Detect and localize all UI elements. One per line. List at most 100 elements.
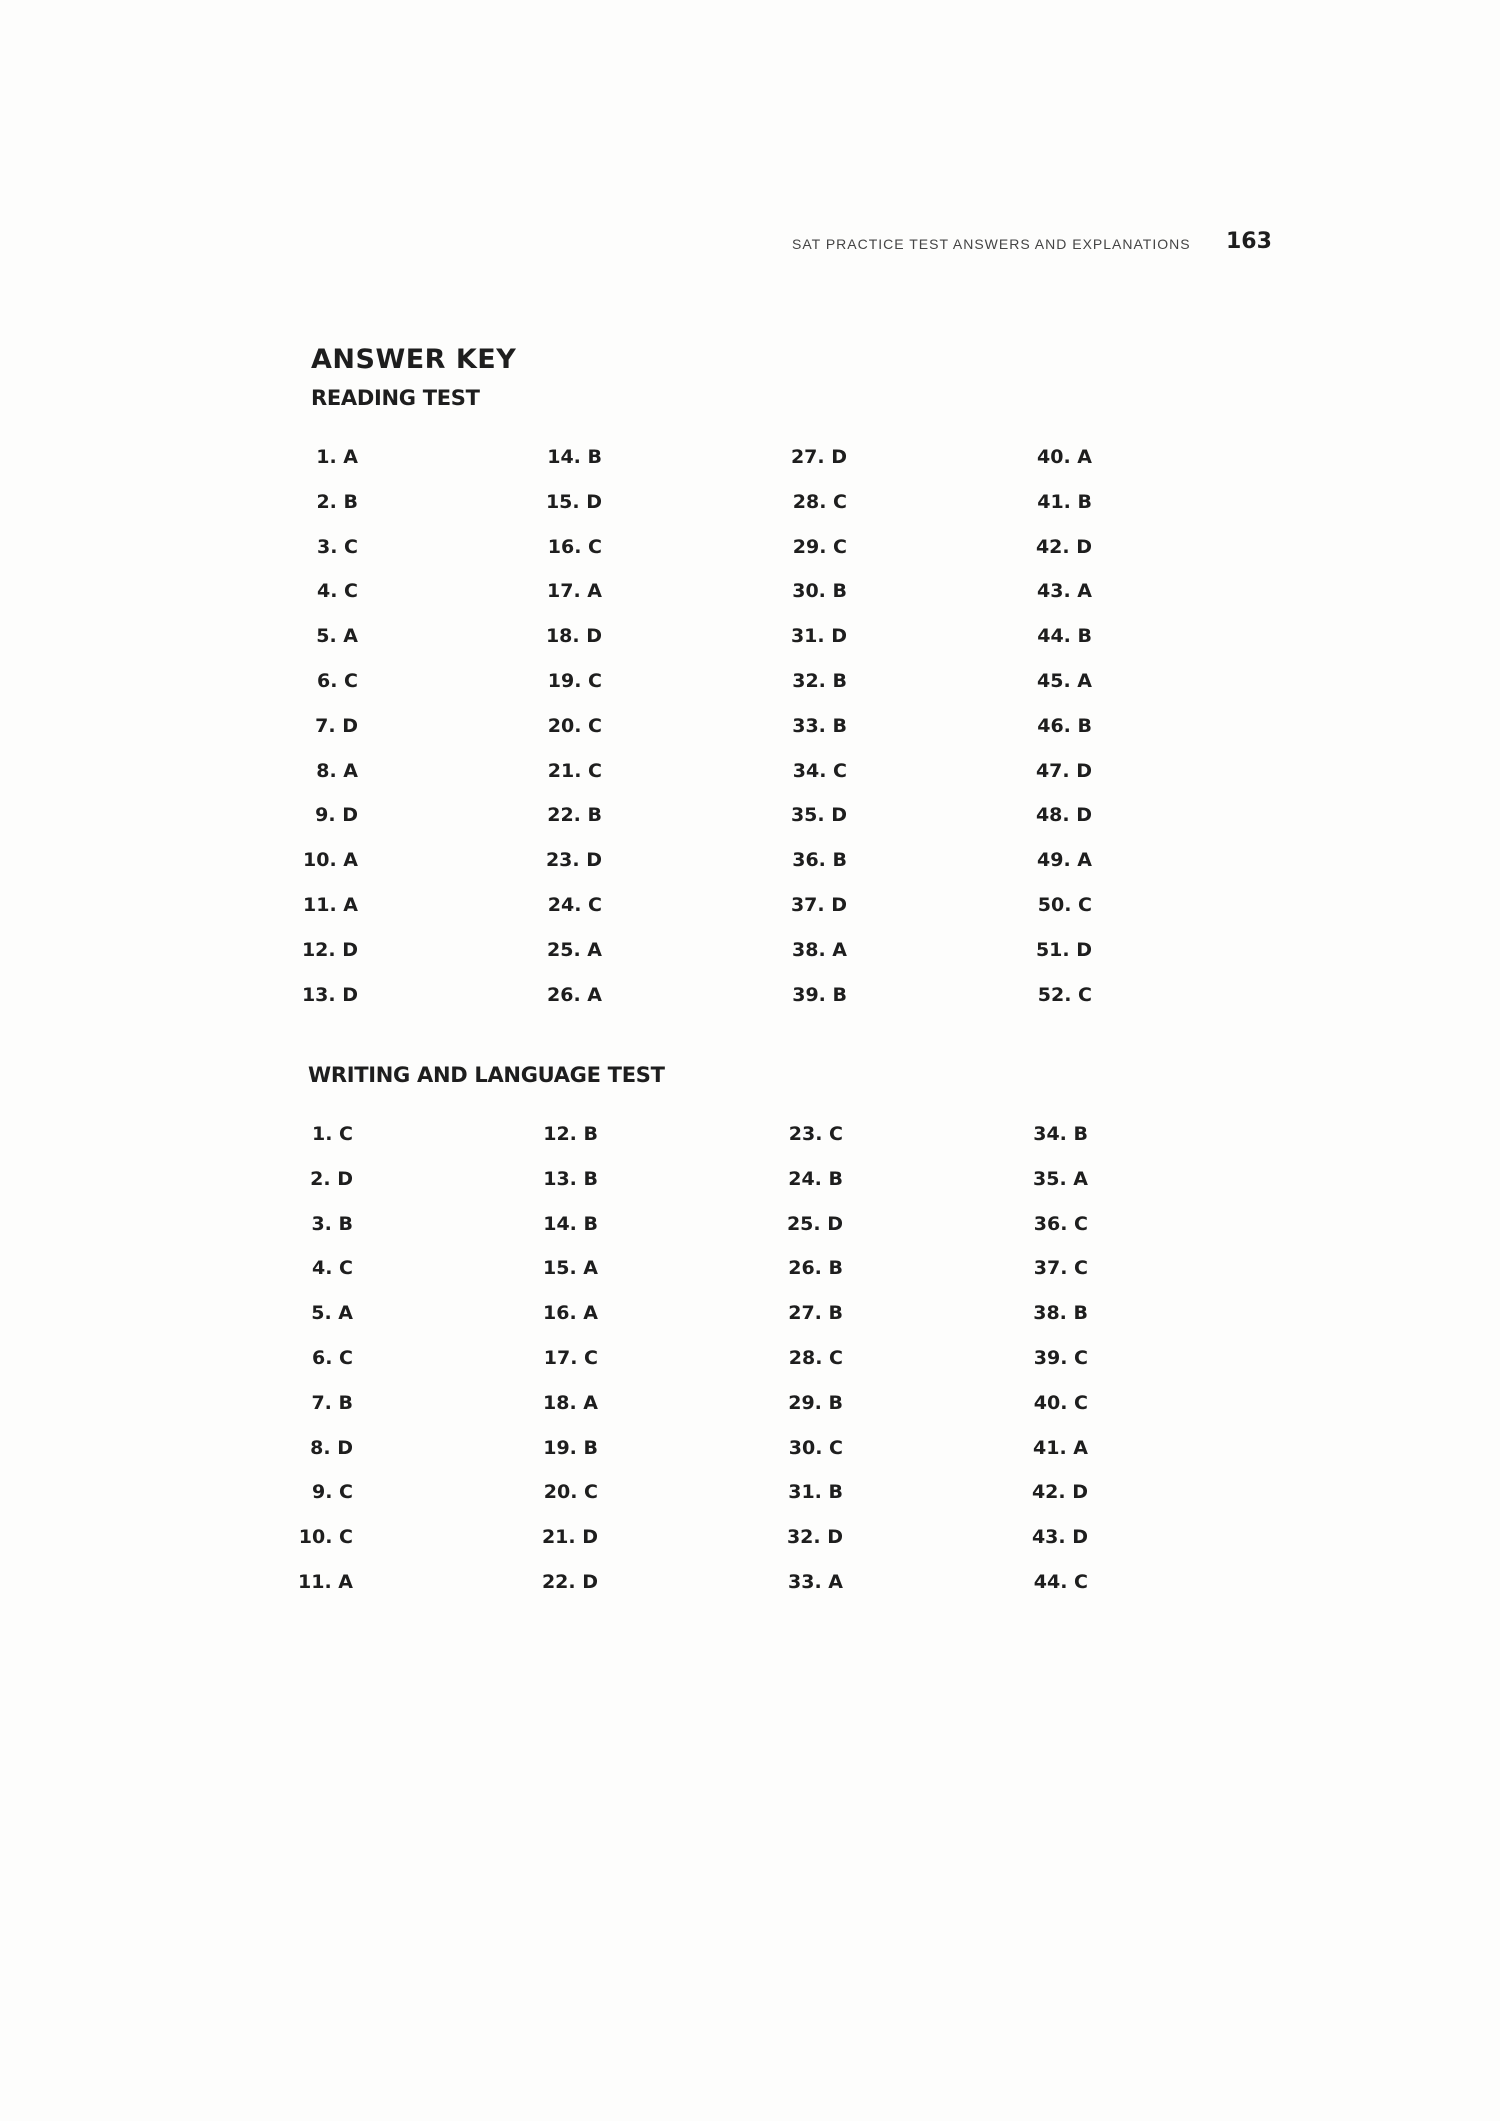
page-number: 163 — [1226, 229, 1272, 254]
answer-item: 34. B — [1033, 1123, 1088, 1145]
reading-column: 14. B 15. D 16. C 17. A 18. D 19. C 20. C 21. C… — [482, 446, 602, 1028]
answer-item: 8. D — [310, 1436, 353, 1459]
writing-column: 1. C 2. D 3. B 4. C 5. A 6. C 7. B 8. D 9. C 10. … — [233, 1123, 353, 1616]
answer-item: 48. D — [1035, 804, 1092, 827]
answer-item: 19. C — [547, 669, 602, 692]
writing-heading: WRITING AND LANGUAGE TEST — [308, 1063, 665, 1087]
answer-item: 32. D — [786, 1526, 843, 1549]
answer-item: 22. D — [541, 1570, 598, 1593]
answer-item: 3. B — [311, 1212, 353, 1235]
answer-item: 35. D — [790, 804, 847, 827]
answer-item: 6. C — [317, 669, 358, 692]
answer-item: 35. A — [1033, 1167, 1088, 1190]
answer-item: 16. C — [547, 535, 602, 558]
answer-item: 5. A — [316, 625, 358, 648]
answer-item: 52. C — [1037, 983, 1092, 1006]
answer-item: 49. A — [1037, 849, 1092, 872]
answer-item: 41. B — [1037, 490, 1092, 513]
writing-column: 12. B 13. B 14. B 15. A 16. A 17. C 18. A 19. B… — [478, 1123, 598, 1616]
answer-item: 28. C — [788, 1346, 843, 1369]
reading-column: 40. A 41. B 42. D 43. A 44. B 45. A 46. B 47. D… — [972, 446, 1092, 1028]
page-title: ANSWER KEY — [311, 344, 517, 375]
answer-item: 6. C — [312, 1346, 353, 1369]
answer-item: 8. A — [316, 759, 358, 782]
answer-item: 31. D — [790, 625, 847, 648]
answer-item: 2. D — [310, 1167, 353, 1190]
answer-item: 23. D — [545, 849, 602, 872]
answer-item: 43. A — [1037, 580, 1092, 603]
reading-column: 1. A 2. B 3. C 4. C 5. A 6. C 7. D 8. A 9. D 10. … — [238, 446, 358, 1028]
answer-item: 42. D — [1031, 1481, 1088, 1504]
answer-item: 25. D — [786, 1212, 843, 1235]
writing-column: 23. C 24. B 25. D 26. B 27. B 28. C 29. B 30. C… — [723, 1123, 843, 1616]
answer-item: 4. C — [317, 580, 358, 603]
answer-item: 2. B — [316, 490, 358, 513]
answer-item: 3. C — [317, 535, 358, 558]
answer-item: 1. C — [312, 1123, 353, 1145]
answer-item: 24. C — [547, 893, 602, 916]
answer-item: 16. A — [543, 1302, 598, 1325]
answer-item: 39. C — [1033, 1346, 1088, 1369]
answer-item: 51. D — [1035, 938, 1092, 961]
answer-item: 4. C — [312, 1257, 353, 1280]
answer-item: 28. C — [792, 490, 847, 513]
answer-item: 39. B — [792, 983, 847, 1006]
answer-item: 36. C — [1033, 1212, 1088, 1235]
answer-item: 14. B — [547, 446, 602, 468]
answer-item: 29. B — [788, 1391, 843, 1414]
answer-item: 9. D — [315, 804, 358, 827]
answer-item: 37. C — [1033, 1257, 1088, 1280]
reading-heading: READING TEST — [311, 386, 480, 410]
answer-item: 11. A — [298, 1570, 353, 1593]
answer-item: 12. B — [543, 1123, 598, 1145]
answer-item: 30. B — [792, 580, 847, 603]
answer-item: 19. B — [543, 1436, 598, 1459]
answer-item: 9. C — [312, 1481, 353, 1504]
answer-item: 33. A — [788, 1570, 843, 1593]
answer-item: 26. A — [547, 983, 602, 1006]
answer-item: 23. C — [788, 1123, 843, 1145]
answer-item: 41. A — [1033, 1436, 1088, 1459]
answer-item: 34. C — [792, 759, 847, 782]
answer-item: 37. D — [790, 893, 847, 916]
writing-column: 34. B 35. A 36. C 37. C 38. B 39. C 40. C 41. A… — [968, 1123, 1088, 1616]
running-header: SAT PRACTICE TEST ANSWERS AND EXPLANATIO… — [792, 236, 1191, 252]
answer-item: 29. C — [792, 535, 847, 558]
answer-item: 27. B — [788, 1302, 843, 1325]
answer-item: 36. B — [792, 849, 847, 872]
answer-item: 42. D — [1035, 535, 1092, 558]
answer-item: 15. D — [545, 490, 602, 513]
answer-item: 15. A — [543, 1257, 598, 1280]
answer-item: 44. C — [1033, 1570, 1088, 1593]
answer-item: 45. A — [1037, 669, 1092, 692]
answer-item: 20. C — [547, 714, 602, 737]
answer-item: 50. C — [1037, 893, 1092, 916]
answer-item: 13. B — [543, 1167, 598, 1190]
answer-item: 7. D — [315, 714, 358, 737]
answer-item: 30. C — [788, 1436, 843, 1459]
answer-item: 46. B — [1037, 714, 1092, 737]
answer-item: 10. A — [303, 849, 358, 872]
answer-item: 10. C — [298, 1526, 353, 1549]
answer-item: 21. D — [541, 1526, 598, 1549]
answer-item: 40. C — [1033, 1391, 1088, 1414]
reading-column: 27. D 28. C 29. C 30. B 31. D 32. B 33. B 34. C… — [727, 446, 847, 1028]
answer-item: 47. D — [1035, 759, 1092, 782]
answer-item: 22. B — [547, 804, 602, 827]
answer-item: 38. B — [1033, 1302, 1088, 1325]
answer-item: 12. D — [301, 938, 358, 961]
answer-item: 17. A — [547, 580, 602, 603]
answer-item: 40. A — [1037, 446, 1092, 468]
answer-item: 1. A — [316, 446, 358, 468]
answer-item: 44. B — [1037, 625, 1092, 648]
answer-item: 18. D — [545, 625, 602, 648]
answer-item: 7. B — [311, 1391, 353, 1414]
answer-item: 31. B — [788, 1481, 843, 1504]
answer-item: 11. A — [303, 893, 358, 916]
answer-item: 14. B — [543, 1212, 598, 1235]
answer-item: 27. D — [790, 446, 847, 468]
answer-item: 25. A — [547, 938, 602, 961]
answer-item: 24. B — [788, 1167, 843, 1190]
answer-item: 13. D — [301, 983, 358, 1006]
answer-item: 5. A — [311, 1302, 353, 1325]
